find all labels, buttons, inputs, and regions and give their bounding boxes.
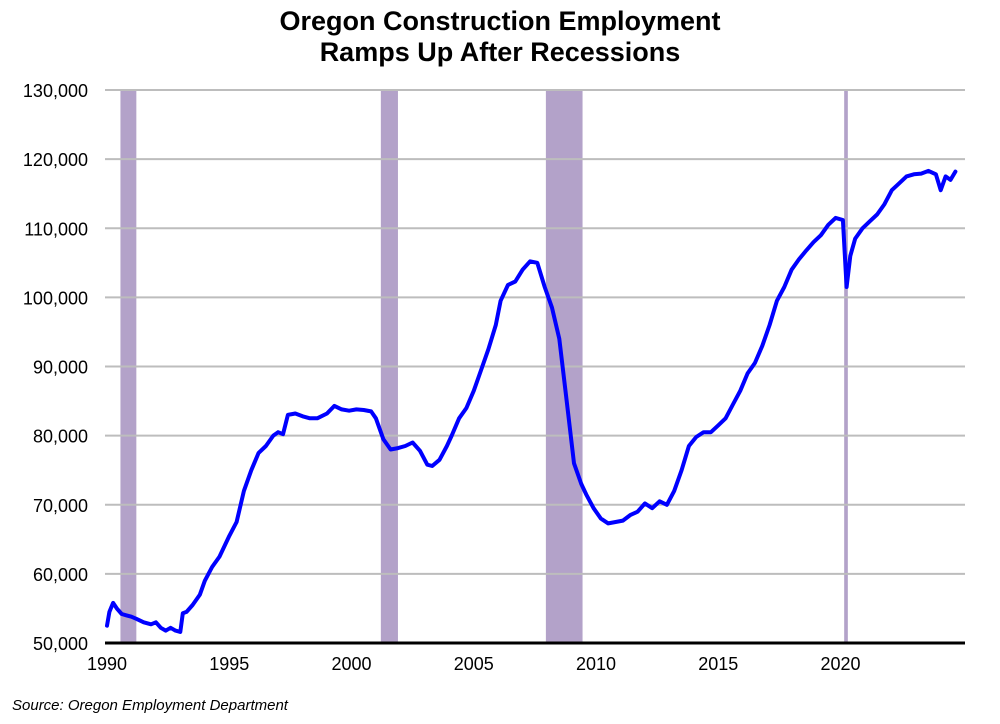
- x-tick-label: 2010: [576, 654, 616, 674]
- x-tick-label: 1995: [209, 654, 249, 674]
- chart-title-line-1: Oregon Construction Employment: [279, 6, 721, 36]
- source-note: Source: Oregon Employment Department: [12, 697, 288, 714]
- x-tick-label: 2000: [331, 654, 371, 674]
- y-tick-label: 80,000: [33, 427, 88, 447]
- x-tick-label: 2005: [454, 654, 494, 674]
- y-tick-label: 90,000: [33, 358, 88, 378]
- y-tick-label: 60,000: [33, 565, 88, 585]
- y-tick-label: 120,000: [23, 150, 88, 170]
- x-tick-label: 2020: [820, 654, 860, 674]
- y-tick-label: 110,000: [24, 219, 88, 239]
- x-tick-label: 1990: [87, 654, 127, 674]
- employment-line: [105, 168, 958, 634]
- x-tick-label: 2015: [698, 654, 738, 674]
- y-tick-label: 50,000: [33, 634, 88, 654]
- y-axis-tick-labels: 50,000 60,000 70,000 80,000 90,000 100,000 110…: [23, 81, 88, 654]
- y-tick-label: 70,000: [33, 496, 88, 516]
- x-axis-tick-labels: 1990 1995 2000 2005 2010 2015 2020: [87, 654, 861, 674]
- chart-title-line-2: Ramps Up After Recessions: [319, 37, 681, 67]
- y-tick-label: 100,000: [23, 288, 88, 308]
- y-tick-label: 130,000: [23, 81, 88, 101]
- chart-title: Oregon Construction Employment Ramps Up …: [0, 6, 1000, 68]
- horizontal-gridlines: [105, 89, 965, 575]
